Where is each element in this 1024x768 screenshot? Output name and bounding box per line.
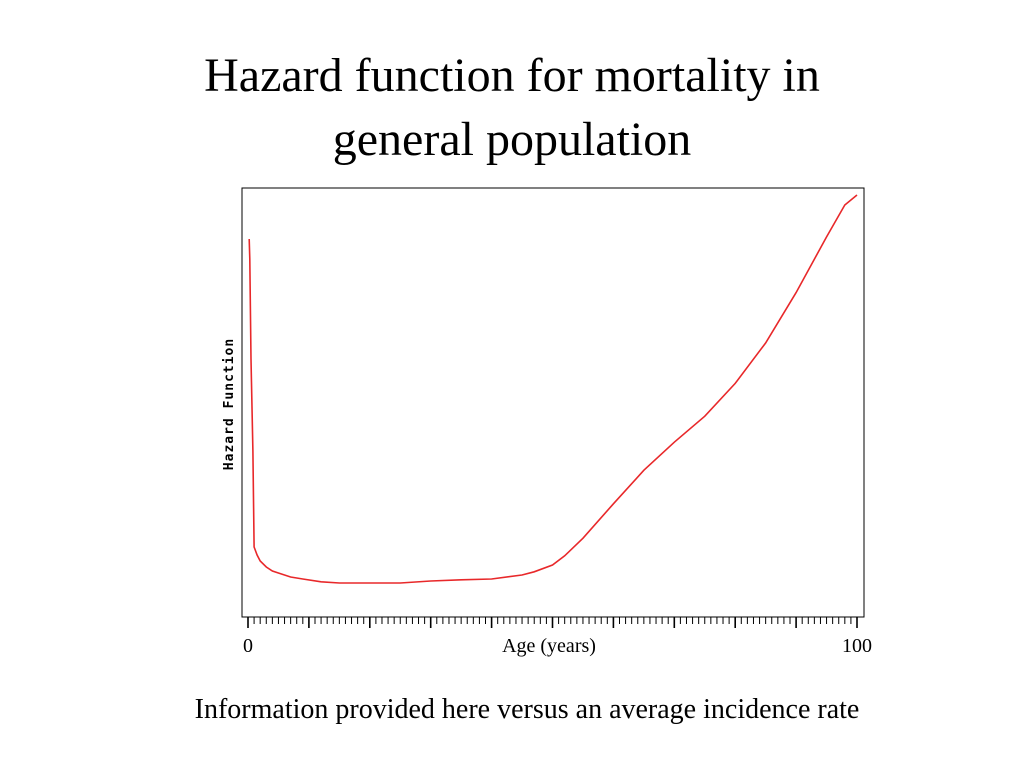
hazard-chart: 0 Age (years) 100 Hazard Function xyxy=(222,187,872,657)
slide-title-line1: Hazard function for mortality in xyxy=(204,49,820,102)
x-tick-label-0: 0 xyxy=(243,635,253,657)
slide-title-line2: general population xyxy=(332,113,692,166)
x-tick-label-100: 100 xyxy=(842,635,872,657)
x-axis-label: Age (years) xyxy=(502,635,596,657)
plot-frame xyxy=(241,187,865,618)
hazard-series-line xyxy=(248,194,858,584)
slide-caption: Information provided here versus an aver… xyxy=(194,694,860,725)
x-minor-ticks xyxy=(247,617,858,628)
slide-title: Hazard function for mortality in general… xyxy=(0,44,1024,172)
y-axis-label: Hazard Function xyxy=(222,338,237,470)
